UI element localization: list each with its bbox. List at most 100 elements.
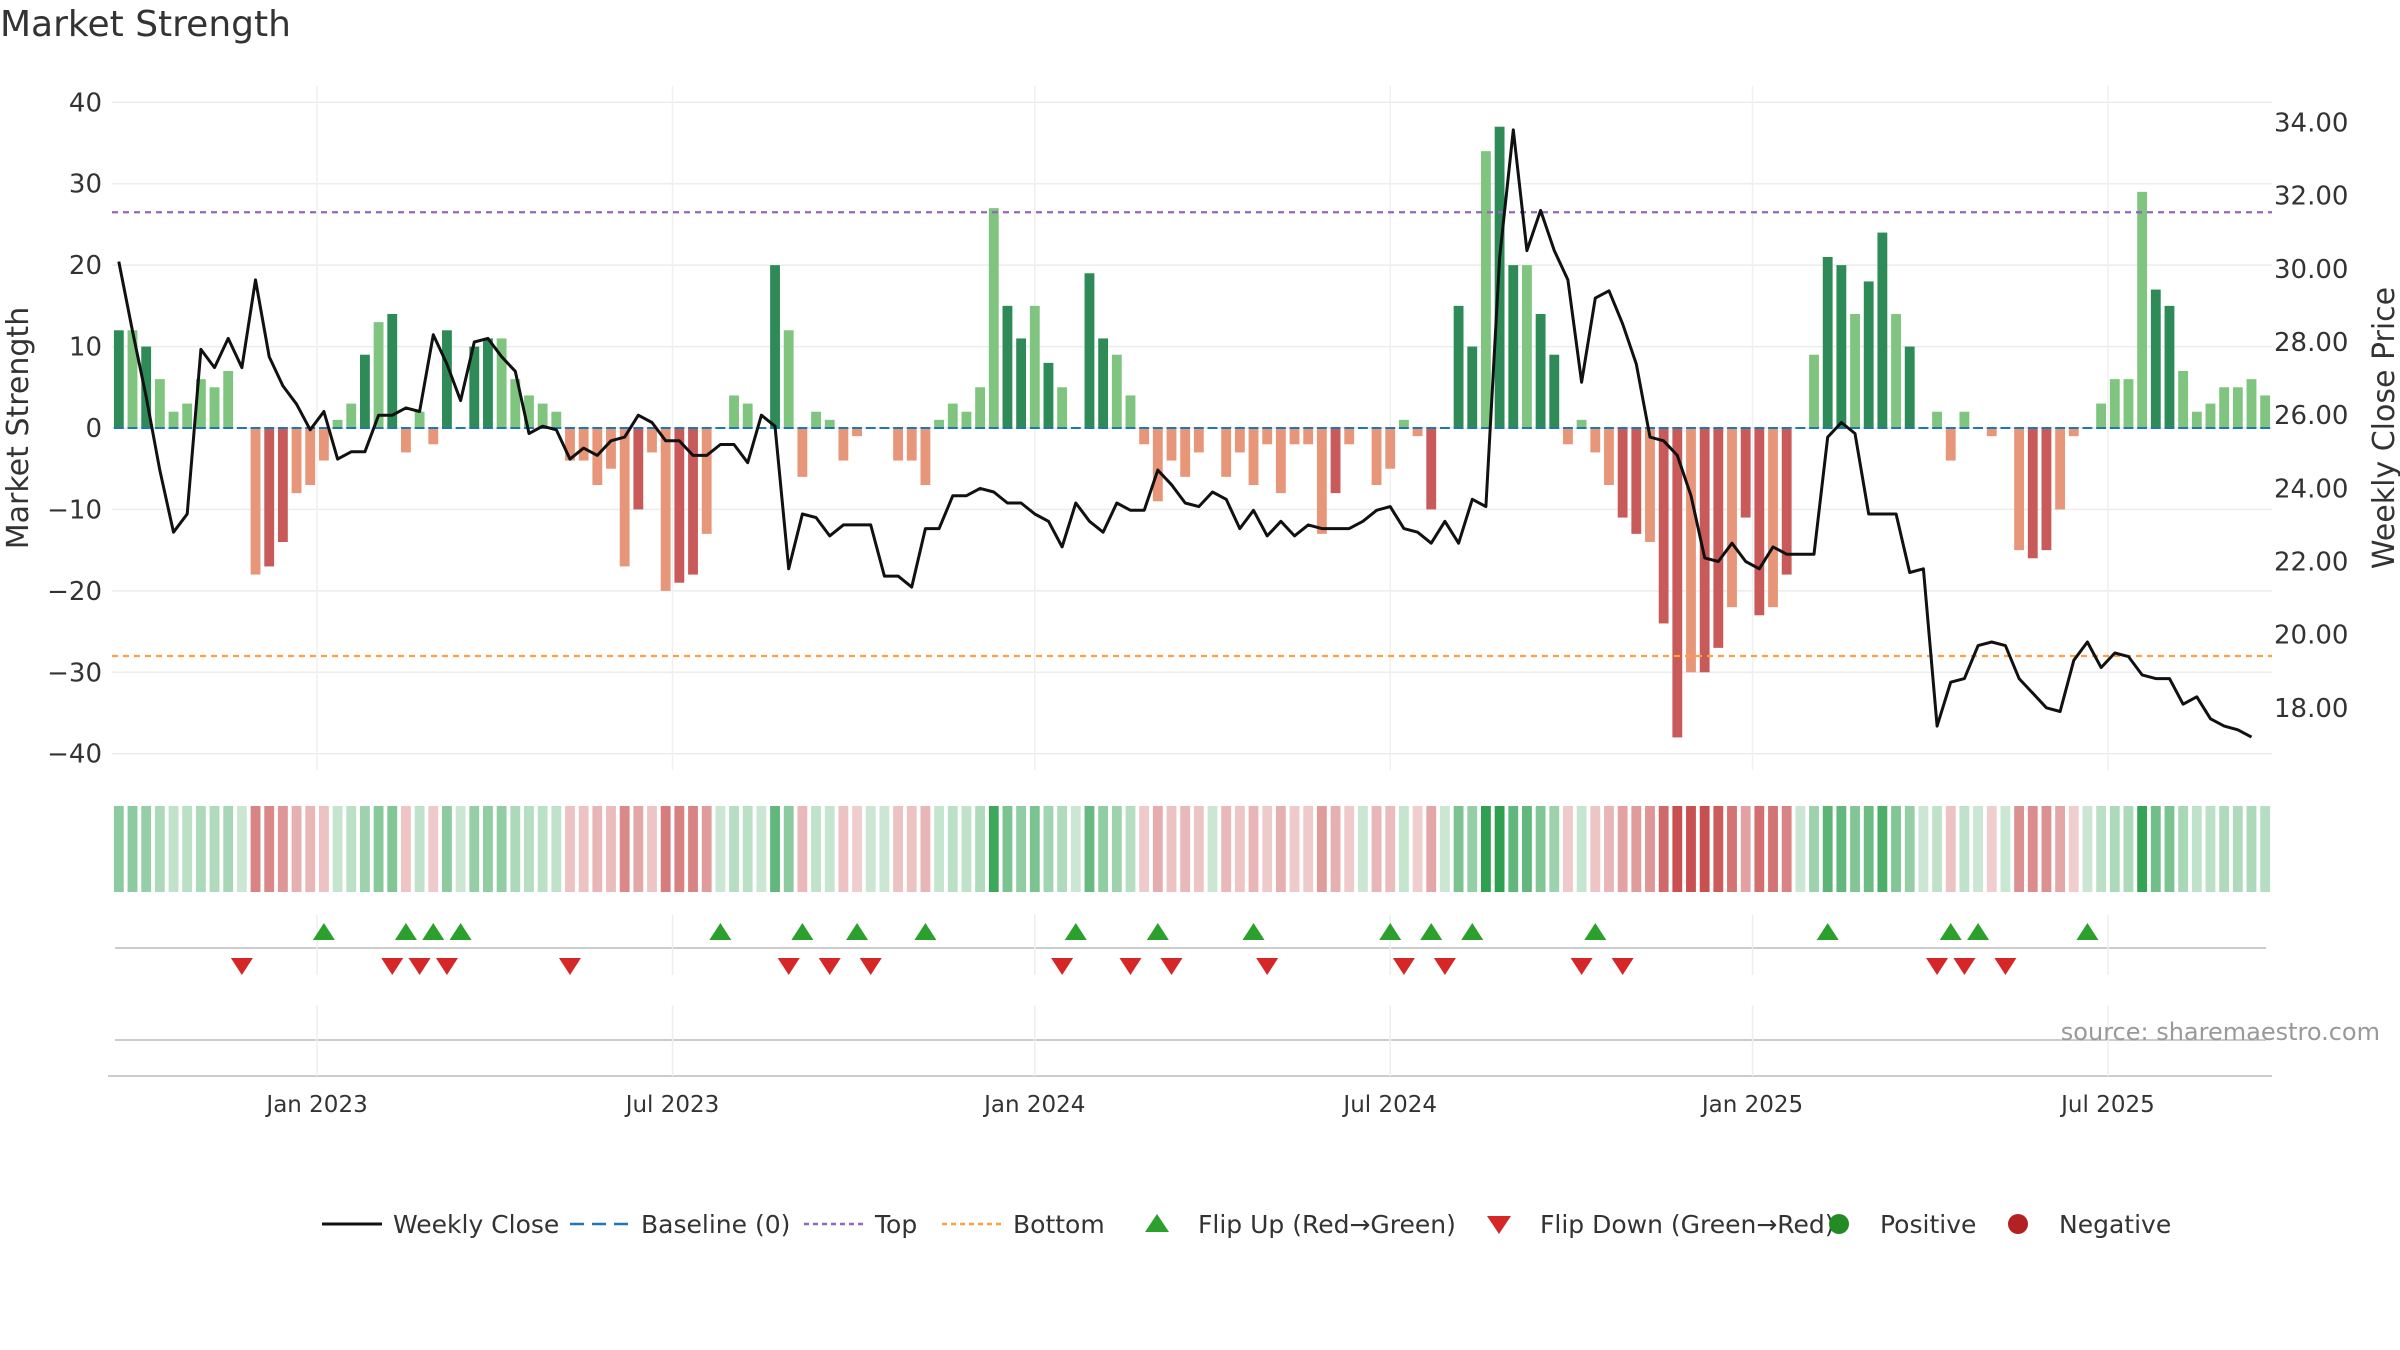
weekly-close-line <box>117 128 2253 739</box>
flip-down-marker <box>777 958 800 975</box>
strength-bar <box>332 419 343 428</box>
legend-symbol <box>1829 1214 1849 1234</box>
heat-cell <box>797 806 808 892</box>
y2-tick-label: 30.00 <box>2274 255 2348 285</box>
heat-cell <box>469 806 480 892</box>
y2-tick-label: 34.00 <box>2274 109 2348 139</box>
heat-cell <box>2109 806 2120 892</box>
flip-down-marker <box>1433 958 1456 975</box>
heat-cell <box>318 806 329 892</box>
strength-bar <box>1398 419 1409 428</box>
strength-bar <box>1822 257 1833 428</box>
strength-bar <box>1016 338 1027 428</box>
flip-down-marker <box>859 958 882 975</box>
strength-bar <box>1535 314 1546 428</box>
strength-bar <box>2232 387 2243 428</box>
heat-cell <box>1221 806 1232 892</box>
heat-cell <box>551 806 562 892</box>
heat-cell <box>975 806 986 892</box>
y2-tick-label: 26.00 <box>2274 401 2348 431</box>
heat-cell <box>1029 806 1040 892</box>
heat-cell <box>1057 806 1068 892</box>
x-tick-label: Jul 2023 <box>624 1092 720 1118</box>
strength-bar <box>223 371 234 428</box>
x-tick-label: Jul 2025 <box>2059 1092 2155 1118</box>
strength-bar <box>1986 428 1997 437</box>
strength-bar <box>1522 265 1532 428</box>
legend-label: Negative <box>2059 1210 2171 1239</box>
strength-bar <box>168 411 179 428</box>
strength-bar <box>2178 371 2189 428</box>
flip-up-marker <box>791 923 814 940</box>
heat-cell <box>947 806 958 892</box>
heat-cell <box>1986 806 1997 892</box>
y2-tick-label: 32.00 <box>2274 182 2348 212</box>
strength-bar <box>1686 428 1696 673</box>
strength-bar <box>1057 387 1068 428</box>
strength-bar <box>606 428 616 469</box>
heat-cell <box>1125 806 1136 892</box>
heat-cell <box>578 806 589 892</box>
strength-bar <box>305 428 316 485</box>
strength-bar <box>1508 265 1519 428</box>
heat-cell <box>2191 806 2202 892</box>
strength-heat-strip <box>113 806 2271 892</box>
heat-cell <box>2150 806 2161 892</box>
heat-cell <box>442 806 452 892</box>
strength-bar <box>113 330 124 428</box>
y2-tick-label: 28.00 <box>2274 328 2348 358</box>
heat-cell <box>1836 806 1847 892</box>
heat-cell <box>1275 806 1286 892</box>
strength-bar <box>401 428 411 453</box>
heat-cell <box>1494 806 1505 892</box>
strength-bar <box>1604 428 1614 485</box>
y-tick-label: −10 <box>47 495 102 525</box>
strength-bar <box>537 403 548 428</box>
strength-bar <box>1248 428 1259 485</box>
y2-tick-label: 18.00 <box>2274 694 2348 724</box>
flip-up-marker <box>914 923 937 940</box>
heat-cell <box>1207 806 1218 892</box>
strength-bar <box>852 428 862 437</box>
heat-cell <box>2164 806 2175 892</box>
strength-bar <box>1727 428 1737 608</box>
flip-up-marker <box>1967 923 1990 940</box>
strength-bar <box>1699 428 1710 673</box>
strength-bar <box>947 403 958 428</box>
strength-bar <box>1768 428 1778 608</box>
heat-cell <box>879 806 890 892</box>
flip-up-marker <box>1064 923 1087 940</box>
strength-bar <box>2014 428 2025 551</box>
heat-cell <box>1303 806 1314 892</box>
strength-bar <box>1084 273 1095 428</box>
heat-cell <box>1877 806 1888 892</box>
strength-bar <box>1959 411 1970 428</box>
heat-cell <box>524 806 534 892</box>
strength-bar <box>688 428 698 575</box>
strength-bar <box>2041 428 2052 551</box>
heat-cell <box>496 806 507 892</box>
heat-cell <box>715 806 726 892</box>
heat-cell <box>565 806 575 892</box>
flip-down-marker <box>230 958 253 975</box>
heat-cell <box>1084 806 1095 892</box>
legend-symbol <box>2008 1214 2028 1234</box>
heat-cell <box>2205 806 2216 892</box>
heat-cell <box>1631 806 1642 892</box>
heat-cell <box>1111 806 1122 892</box>
heat-cell <box>1727 806 1737 892</box>
reference-lines <box>112 211 2272 658</box>
flip-up-marker <box>2076 923 2099 940</box>
strength-bar <box>277 428 288 542</box>
strength-bar <box>1330 428 1341 494</box>
strength-bar <box>1781 428 1792 575</box>
heat-cell <box>277 806 288 892</box>
flip-down-marker <box>435 958 458 975</box>
flip-down-marker <box>818 958 841 975</box>
y-tick-label: −40 <box>47 740 102 770</box>
strength-bar <box>1563 428 1573 445</box>
strength-bar <box>387 314 398 428</box>
heat-cell <box>2260 806 2271 892</box>
heat-cell <box>2232 806 2243 892</box>
strength-bar <box>1645 428 1655 542</box>
